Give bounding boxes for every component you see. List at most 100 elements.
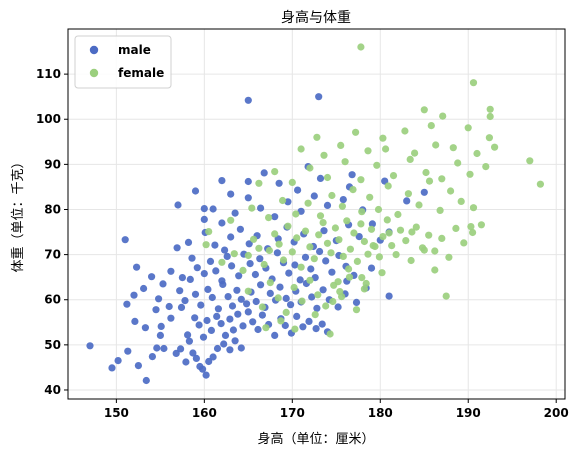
data-point-female [346, 245, 354, 253]
plot-frame [67, 28, 566, 400]
data-point-female [412, 223, 420, 231]
data-point-male [140, 284, 148, 293]
data-point-female [485, 134, 493, 142]
data-point-male [266, 289, 274, 297]
data-point-male [203, 316, 211, 325]
data-point-female [392, 251, 400, 259]
data-point-female [466, 170, 474, 178]
data-point-male [217, 320, 225, 328]
data-point-female [447, 187, 455, 195]
data-point-male [124, 347, 132, 355]
data-point-female [442, 292, 450, 300]
data-point-female [358, 274, 366, 282]
data-point-female [367, 225, 376, 233]
data-point-female [432, 141, 440, 149]
data-point-male [245, 240, 253, 248]
data-point-female [379, 134, 387, 142]
data-point-female [298, 297, 306, 305]
data-point-male [254, 325, 262, 334]
data-point-male [156, 331, 164, 339]
data-point-female [349, 186, 357, 194]
data-point-female [452, 224, 460, 232]
data-point-male [311, 274, 319, 282]
data-point-male [86, 342, 94, 350]
data-point-female [266, 279, 274, 287]
data-point-female [293, 234, 301, 242]
chart-title: 身高与体重 [281, 9, 351, 26]
data-point-female [415, 201, 423, 209]
data-point-female [369, 242, 377, 250]
data-point-female [339, 252, 347, 260]
data-point-male [193, 264, 201, 272]
data-point-male [182, 358, 190, 366]
data-point-female [384, 182, 392, 190]
data-point-male [251, 270, 259, 279]
data-point-female [408, 228, 416, 236]
data-point-female [383, 216, 391, 224]
data-point-male [218, 277, 226, 285]
data-point-male [231, 337, 239, 345]
data-point-female [366, 193, 374, 201]
data-point-female [322, 302, 330, 310]
data-point-female [464, 124, 472, 132]
data-point-male [320, 227, 328, 235]
data-point-male [195, 321, 203, 329]
y-tick-label: 50 [44, 338, 61, 352]
data-point-male [246, 260, 254, 268]
data-point-male [308, 293, 316, 301]
data-point-male [312, 325, 320, 333]
data-point-male [301, 253, 310, 261]
data-point-male [131, 317, 139, 325]
legend-marker-male [89, 45, 99, 55]
data-point-male [339, 196, 347, 204]
data-point-male [133, 263, 141, 271]
data-point-male [294, 186, 302, 194]
data-point-female [290, 283, 298, 292]
legend: male female [74, 35, 172, 89]
data-point-female [279, 196, 287, 205]
data-point-female [288, 178, 296, 186]
data-point-female [352, 306, 361, 314]
data-point-male [282, 294, 290, 302]
data-point-female [306, 243, 314, 251]
x-tick-label: 160 [192, 406, 217, 420]
data-point-male [323, 201, 332, 209]
data-point-male [206, 257, 215, 265]
data-point-female [258, 303, 266, 311]
data-point-male [322, 257, 330, 265]
data-point-female [438, 234, 446, 242]
data-point-female [288, 248, 296, 256]
data-point-male [174, 201, 182, 209]
data-point-male [189, 349, 197, 357]
data-point-male [173, 244, 181, 252]
data-point-female [284, 222, 292, 230]
legend-label-male: male [118, 43, 151, 57]
data-point-female [536, 180, 545, 188]
data-point-male [188, 254, 196, 262]
data-point-male [191, 290, 200, 298]
data-point-male [287, 301, 295, 309]
data-point-female [379, 233, 387, 241]
data-point-male [226, 346, 234, 354]
data-point-female [297, 263, 305, 271]
data-point-male [328, 268, 336, 276]
legend-marker-female [89, 68, 99, 78]
data-point-female [439, 112, 447, 120]
data-point-female [250, 235, 258, 243]
data-point-female [402, 237, 410, 245]
data-point-female [327, 249, 335, 257]
data-point-male [208, 293, 216, 302]
data-point-female [396, 226, 405, 234]
data-point-female [262, 324, 270, 332]
data-point-female [292, 210, 300, 218]
data-point-male [367, 264, 376, 272]
data-point-male [186, 275, 194, 283]
data-point-male [167, 267, 175, 275]
data-point-male [244, 96, 252, 104]
data-point-male [276, 283, 284, 291]
data-point-male [235, 272, 243, 280]
data-point-male [257, 204, 265, 212]
data-point-female [316, 212, 325, 220]
data-point-female [353, 257, 361, 265]
data-point-male [234, 310, 242, 318]
